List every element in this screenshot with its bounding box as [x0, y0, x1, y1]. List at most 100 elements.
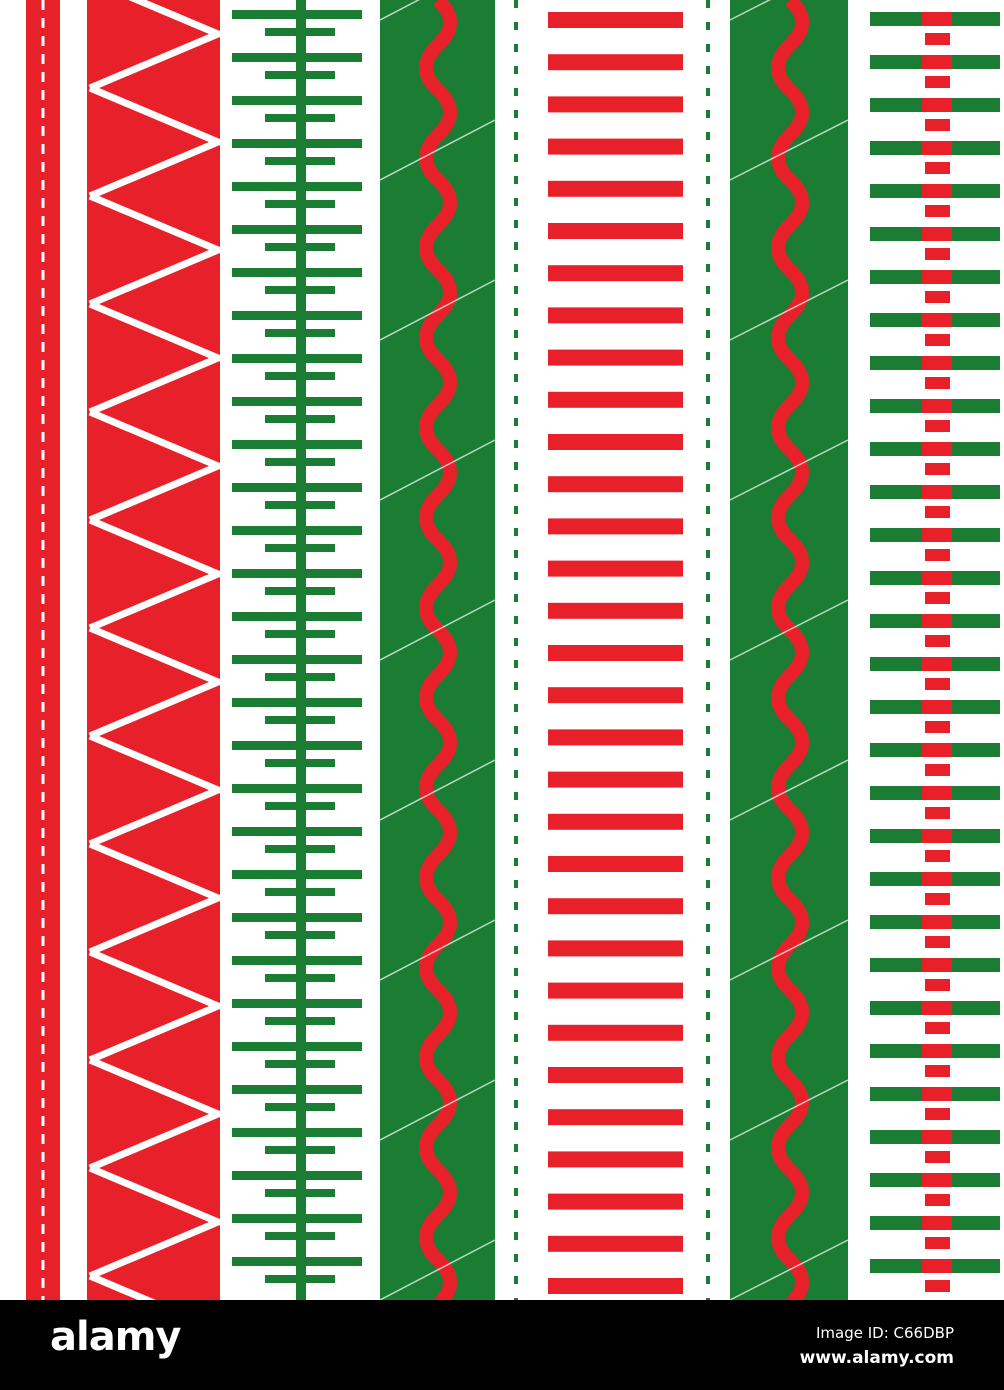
- red-square-connector: [925, 979, 950, 991]
- red-square-connector: [925, 248, 950, 260]
- red-bar: [548, 940, 683, 957]
- red-square-connector: [925, 1108, 950, 1120]
- scribble-highlight: [379, 0, 420, 21]
- fishbone-bar: [232, 784, 362, 793]
- red-bar: [548, 560, 683, 577]
- scribble-highlight: [729, 759, 849, 821]
- red-square-connector: [925, 162, 950, 174]
- fishbone-short-bar: [265, 974, 335, 982]
- fishbone-short-bar: [265, 286, 335, 294]
- red-bar: [548, 434, 683, 450]
- fishbone-bar: [232, 10, 362, 19]
- red-bar: [548, 771, 683, 788]
- fishbone-bar: [232, 53, 362, 62]
- red-square-connector: [925, 850, 950, 862]
- red-square: [922, 872, 952, 886]
- fishbone-short-bar: [265, 372, 335, 380]
- fishbone-bar: [232, 956, 362, 965]
- red-bar: [548, 898, 683, 915]
- scribble-highlight: [379, 279, 496, 341]
- red-square: [922, 700, 952, 714]
- red-square: [922, 12, 952, 26]
- fishbone-bar: [232, 999, 362, 1008]
- fishbone-short-bar: [265, 1232, 335, 1240]
- red-wave: [771, 0, 809, 1300]
- red-bar: [548, 265, 683, 282]
- watermark-footer: alamy Image ID: C66DBP www.alamy.com: [0, 1300, 1004, 1390]
- fishbone-bar: [232, 913, 362, 922]
- red-square: [922, 743, 952, 757]
- red-square: [922, 1216, 952, 1230]
- scribble-highlight: [379, 759, 496, 821]
- red-bar: [548, 602, 683, 619]
- red-square: [922, 657, 952, 671]
- fishbone-bar: [232, 870, 362, 879]
- fishbone-bar: [232, 1171, 362, 1180]
- red-square-connector: [925, 1280, 950, 1292]
- fishbone-short-bar: [265, 329, 335, 337]
- red-square-connector: [925, 377, 950, 389]
- fishbone-bar: [232, 1214, 362, 1223]
- red-square: [922, 1087, 952, 1101]
- fishbone-bar: [232, 1042, 362, 1051]
- fishbone-short-bar: [265, 1060, 335, 1068]
- red-bar: [548, 1151, 683, 1168]
- fishbone-short-bar: [265, 501, 335, 509]
- red-square-connector: [925, 1065, 950, 1077]
- white-zigzag: [88, 0, 228, 1300]
- red-bar: [548, 96, 683, 113]
- red-square: [922, 786, 952, 800]
- fishbone-bar: [232, 440, 362, 449]
- fishbone-bar: [232, 827, 362, 836]
- red-square-connector: [925, 463, 950, 475]
- fishbone-short-bar: [265, 673, 335, 681]
- site-url: www.alamy.com: [799, 1348, 954, 1368]
- red-square: [922, 270, 952, 284]
- fishbone-short-bar: [265, 888, 335, 896]
- fishbone-bar: [232, 526, 362, 535]
- red-square: [922, 227, 952, 241]
- fishbone-bar: [232, 612, 362, 621]
- red-square-connector: [925, 1237, 950, 1249]
- red-bar: [548, 687, 683, 704]
- red-bar: [548, 180, 683, 197]
- red-square: [922, 614, 952, 628]
- red-bar: [548, 12, 683, 28]
- red-bar: [548, 856, 683, 872]
- fishbone-short-bar: [265, 243, 335, 251]
- scribble-highlight: [729, 1239, 849, 1300]
- scribble-highlight: [729, 919, 849, 981]
- scribble-highlight: [379, 1239, 496, 1300]
- fishbone-short-bar: [265, 415, 335, 423]
- red-square: [922, 1173, 952, 1187]
- red-square: [922, 184, 952, 198]
- scribble-highlight: [379, 1079, 496, 1141]
- green-band-right: [730, 0, 848, 1300]
- red-square-connector: [925, 721, 950, 733]
- fishbone-bar: [232, 139, 362, 148]
- red-bar: [548, 138, 683, 155]
- red-square: [922, 1044, 952, 1058]
- red-square-connector: [925, 1194, 950, 1206]
- red-square: [922, 141, 952, 155]
- red-square: [922, 55, 952, 69]
- fishbone-bar: [232, 225, 362, 234]
- red-square-connector: [925, 334, 950, 346]
- red-square-connector: [925, 420, 950, 432]
- red-bar: [548, 54, 683, 71]
- fishbone-bar: [232, 268, 362, 277]
- fishbone-short-bar: [265, 157, 335, 165]
- fishbone-short-bar: [265, 458, 335, 466]
- red-square: [922, 485, 952, 499]
- fishbone-bar: [232, 354, 362, 363]
- red-square-connector: [925, 807, 950, 819]
- image-id: Image ID: C66DBP: [816, 1324, 954, 1342]
- red-bar: [548, 223, 683, 239]
- fishbone-short-bar: [265, 28, 335, 36]
- red-bar: [548, 349, 683, 366]
- fishbone-short-bar: [265, 71, 335, 79]
- scribble-highlight: [379, 439, 496, 501]
- red-bar: [548, 1235, 683, 1252]
- red-square-connector: [925, 893, 950, 905]
- fishbone-bar: [232, 182, 362, 191]
